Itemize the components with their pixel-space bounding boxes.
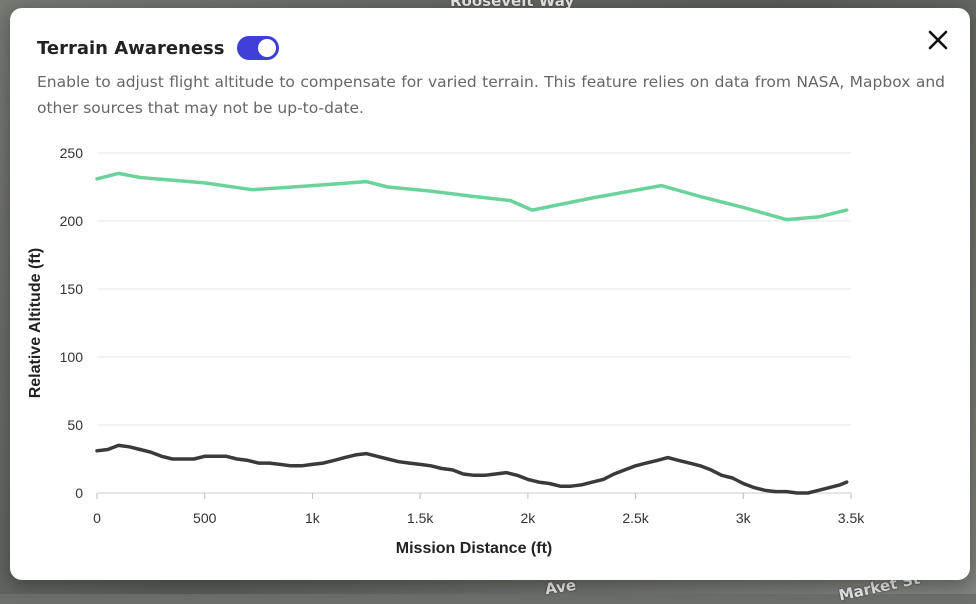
flight-altitude-line (95, 171, 849, 222)
terrain-awareness-toggle[interactable] (236, 36, 279, 60)
x-tick-label: 2.5k (622, 510, 649, 526)
x-tick-label: 500 (193, 510, 217, 526)
y-tick-label: 0 (75, 485, 83, 501)
map-street-label: Roosevelt Way (450, 0, 575, 10)
y-tick-label: 250 (60, 145, 84, 161)
x-tick-label: 1.5k (407, 510, 434, 526)
toggle-knob (257, 39, 276, 57)
modal-description: Enable to adjust flight altitude to comp… (37, 73, 945, 117)
altitude-chart: 0 50 100 150 200 250 0 500 1k 1.5k 2k 2.5k 3k 3.5k Mis… (27, 145, 865, 557)
y-tick-label: 200 (60, 213, 84, 229)
x-tick-label: 2k (520, 510, 536, 526)
terrain-awareness-modal: Terrain Awareness Enable to adjust fligh… (10, 8, 970, 580)
x-tick-label: 0 (93, 510, 101, 526)
modal-title: Terrain Awareness (37, 37, 225, 59)
y-axis-title: Relative Altitude (ft) (27, 248, 44, 399)
x-tick-label: 3k (736, 510, 752, 526)
close-icon (928, 30, 948, 50)
modal-header: Terrain Awareness (37, 36, 279, 60)
terrain-altitude-line (95, 443, 849, 495)
x-tick-label: 1k (305, 510, 321, 526)
y-tick-label: 150 (60, 281, 84, 297)
x-tick-label: 3.5k (838, 510, 865, 526)
x-axis-title: Mission Distance (ft) (396, 540, 552, 557)
close-button[interactable] (924, 26, 952, 54)
y-tick-label: 50 (67, 417, 83, 433)
y-tick-label: 100 (60, 349, 84, 365)
